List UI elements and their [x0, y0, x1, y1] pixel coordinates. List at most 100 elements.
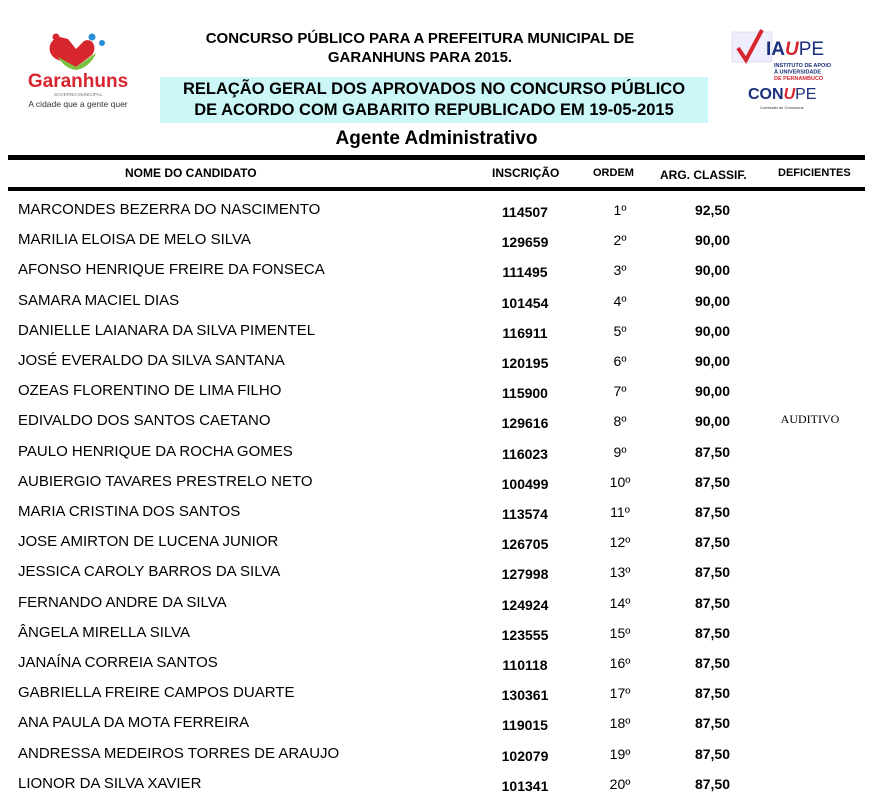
- banner-line-1: RELAÇÃO GERAL DOS APROVADOS NO CONCURSO …: [182, 80, 686, 98]
- svg-text:CONUPE: CONUPE: [748, 86, 816, 103]
- iaupe-conupe-logo: IAUPE INSTITUTO DE APOIO À UNIVERSIDADE …: [730, 28, 850, 112]
- table-row: EDIVALDO DOS SANTOS CAETANO 129616 8º 90,00…: [0, 412, 873, 442]
- col-header-ordem: ORDEM: [593, 167, 634, 179]
- order-rank: 16º: [609, 655, 631, 671]
- table-row: JOSE AMIRTON DE LUCENA JUNIOR 126705 12º 87…: [0, 533, 873, 563]
- candidate-name: JOSE AMIRTON DE LUCENA JUNIOR: [18, 533, 279, 551]
- order-rank: 18º: [609, 715, 631, 732]
- col-header-name: NOME DO CANDIDATO: [125, 166, 257, 180]
- candidate-name: LIONOR DA SILVA XAVIER: [18, 774, 202, 792]
- order-rank: 13º: [609, 564, 631, 581]
- banner-line-2: DE ACORDO COM GABARITO REPUBLICADO EM 19…: [194, 101, 674, 119]
- candidate-name: OZEAS FLORENTINO DE LIMA FILHO: [18, 382, 282, 400]
- inscricao-number: 123555: [501, 626, 549, 643]
- inscricao-number: 130361: [501, 687, 549, 704]
- table-row: JESSICA CAROLY BARROS DA SILVA 127998 13º 8…: [0, 563, 873, 593]
- order-rank: 7º: [613, 383, 627, 400]
- candidate-name: MARCONDES BEZERRA DO NASCIMENTO: [18, 201, 321, 218]
- classification-score: 92,50: [694, 202, 731, 218]
- table-row: JOSÉ EVERALDO DA SILVA SANTANA 120195 6º 90…: [0, 352, 873, 382]
- order-rank: 10º: [609, 473, 631, 490]
- candidate-name: PAULO HENRIQUE DA ROCHA GOMES: [18, 442, 293, 460]
- candidate-name: JOSÉ EVERALDO DA SILVA SANTANA: [18, 352, 285, 369]
- order-rank: 2º: [613, 232, 627, 249]
- inscricao-number: 115900: [502, 385, 548, 402]
- order-rank: 9º: [613, 443, 627, 460]
- inscricao-number: 110118: [502, 657, 548, 673]
- candidate-name: DANIELLE LAIANARA DA SILVA PIMENTEL: [18, 321, 316, 339]
- candidate-name: JESSICA CAROLY BARROS DA SILVA: [18, 563, 281, 581]
- table-row: MARILIA ELOISA DE MELO SILVA 129659 2º 90,0…: [0, 231, 873, 261]
- inscricao-number: 101341: [501, 777, 549, 794]
- inscricao-number: 101454: [501, 294, 549, 311]
- header-rule-top: [8, 155, 865, 160]
- order-rank: 4º: [613, 292, 627, 309]
- svg-text:DE PERNAMBUCO: DE PERNAMBUCO: [774, 76, 824, 82]
- col-header-deficientes: DEFICIENTES: [778, 167, 851, 179]
- candidate-name: MARIA CRISTINA DOS SANTOS: [18, 503, 241, 520]
- position-title: Agente Administrativo: [335, 128, 538, 149]
- inscricao-number: 100499: [501, 475, 549, 492]
- table-row: MARIA CRISTINA DOS SANTOS 113574 11º 87,50: [0, 503, 873, 533]
- candidate-name: GABRIELLA FREIRE CAMPOS DUARTE: [18, 684, 295, 702]
- inscricao-number: 127998: [501, 566, 549, 583]
- candidate-name: JANAÍNA CORREIA SANTOS: [18, 654, 218, 671]
- classification-score: 87,50: [694, 624, 731, 641]
- inscricao-number: 114507: [502, 204, 548, 220]
- classification-score: 90,00: [694, 292, 731, 309]
- inscricao-number: 126705: [501, 536, 549, 553]
- order-rank: 12º: [609, 534, 631, 551]
- classification-score: 90,00: [694, 353, 731, 369]
- candidate-name: FERNANDO ANDRE DA SILVA: [18, 593, 227, 611]
- classification-score: 90,00: [694, 232, 731, 249]
- table-row: SAMARA MACIEL DIAS 101454 4º 90,00: [0, 292, 873, 322]
- classification-score: 87,50: [694, 443, 731, 460]
- candidate-name: ÂNGELA MIRELLA SILVA: [18, 623, 191, 641]
- order-rank: 19º: [609, 745, 631, 762]
- col-header-classif: ARG. CLASSIF.: [660, 168, 747, 182]
- table-row: ÂNGELA MIRELLA SILVA 123555 15º 87,50: [0, 624, 873, 654]
- title-line-2: GARANHUNS PARA 2015.: [327, 49, 513, 66]
- candidate-name: AFONSO HENRIQUE FREIRE DA FONSECA: [18, 261, 325, 279]
- col-header-inscricao: INSCRIÇÃO: [492, 166, 560, 180]
- table-row: ANA PAULA DA MOTA FERREIRA 119015 18º 87,50: [0, 714, 873, 744]
- inscricao-number: 102079: [501, 747, 549, 764]
- svg-text:Comissão de Concursos: Comissão de Concursos: [760, 105, 804, 110]
- classification-score: 87,50: [694, 715, 731, 732]
- classification-score: 87,50: [694, 685, 731, 702]
- table-row: GABRIELLA FREIRE CAMPOS DUARTE 130361 17º 8…: [0, 684, 873, 714]
- classification-score: 90,00: [694, 413, 731, 430]
- classification-score: 87,50: [694, 775, 731, 792]
- svg-text:À UNIVERSIDADE: À UNIVERSIDADE: [774, 69, 821, 76]
- classification-score: 87,50: [694, 594, 731, 611]
- inscricao-number: 129616: [501, 415, 549, 432]
- document-title: CONCURSO PÚBLICO PARA A PREFEITURA MUNIC…: [180, 29, 660, 67]
- classification-score: 90,00: [694, 322, 731, 339]
- table-row: FERNANDO ANDRE DA SILVA 124924 14º 87,50: [0, 594, 873, 624]
- svg-text:IAUPE: IAUPE: [766, 39, 824, 60]
- classification-score: 87,50: [694, 564, 731, 581]
- order-rank: 15º: [609, 624, 631, 641]
- order-rank: 8º: [613, 413, 627, 430]
- classification-score: 90,00: [694, 383, 731, 400]
- inscricao-number: 116911: [502, 324, 548, 341]
- inscricao-number: 129659: [501, 234, 549, 251]
- order-rank: 17º: [609, 685, 631, 702]
- order-rank: 1º: [613, 202, 627, 218]
- table-row: MARCONDES BEZERRA DO NASCIMENTO 114507 1º 9…: [0, 201, 873, 231]
- classification-score: 87,50: [694, 534, 731, 551]
- table-row: AFONSO HENRIQUE FREIRE DA FONSECA 111495 3…: [0, 261, 873, 291]
- table-row: DANIELLE LAIANARA DA SILVA PIMENTEL 11691…: [0, 322, 873, 352]
- candidate-name: MARILIA ELOISA DE MELO SILVA: [18, 231, 251, 249]
- table-row: OZEAS FLORENTINO DE LIMA FILHO 115900 7º 90…: [0, 382, 873, 412]
- classification-score: 87,50: [694, 655, 731, 671]
- order-rank: 20º: [609, 775, 631, 792]
- order-rank: 5º: [613, 322, 627, 339]
- svg-text:A cidade que a gente quer: A cidade que a gente quer: [28, 99, 127, 109]
- inscricao-number: 120195: [501, 355, 549, 371]
- order-rank: 14º: [609, 594, 631, 611]
- classification-score: 87,50: [694, 504, 731, 520]
- deficiency-type: AUDITIVO: [780, 412, 840, 427]
- classification-score: 90,00: [694, 262, 731, 279]
- order-rank: 3º: [613, 262, 627, 279]
